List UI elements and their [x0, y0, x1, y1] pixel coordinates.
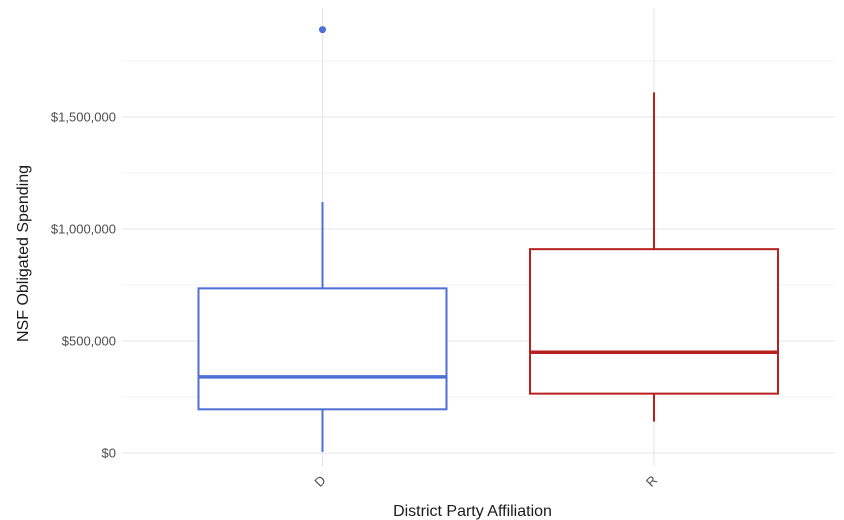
box-R: [529, 92, 779, 422]
y-axis-title: NSF Obligated Spending: [15, 165, 32, 342]
axis-layer: $0 $500,000 $1,000,000 $1,500,000 D R: [51, 110, 660, 490]
iqr-box: [197, 287, 448, 411]
outlier-point: [319, 26, 326, 34]
y-tick-label: $500,000: [62, 334, 116, 349]
box-D: [197, 26, 448, 452]
y-tick-label: $1,500,000: [51, 110, 116, 125]
y-tick-label: $1,000,000: [51, 222, 116, 237]
iqr-box: [529, 248, 779, 395]
x-axis-title: District Party Affiliation: [393, 503, 552, 520]
box-layer: [197, 26, 779, 452]
y-tick-label: $0: [102, 446, 116, 461]
x-tick-label: R: [643, 473, 660, 490]
x-tick-label: D: [311, 473, 328, 490]
